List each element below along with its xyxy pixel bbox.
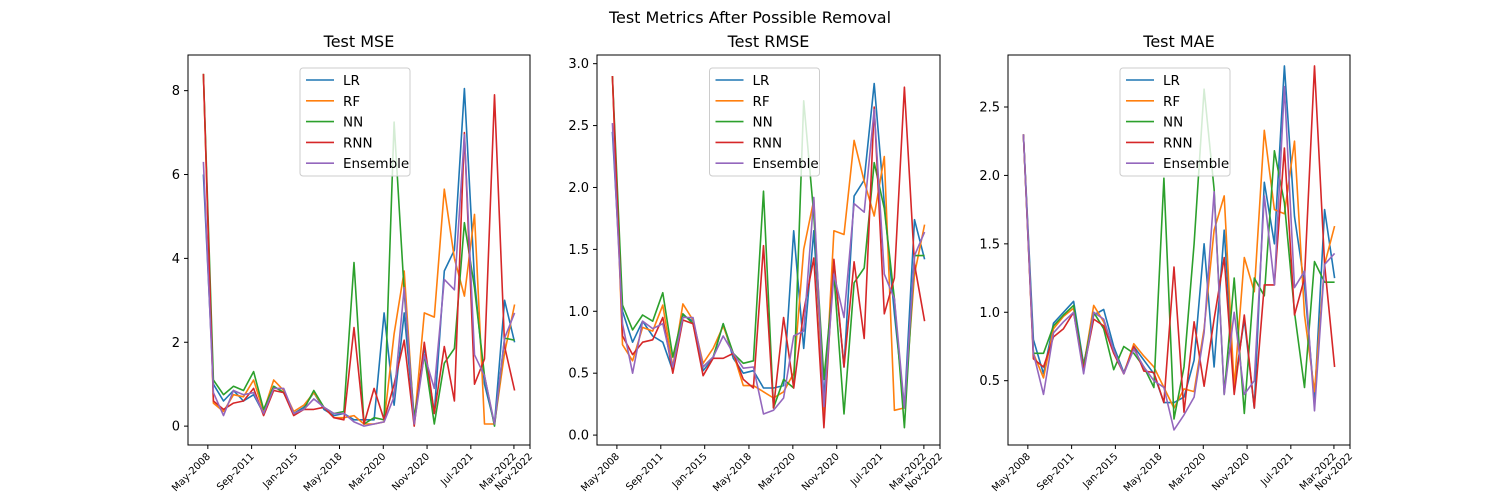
axes-frame [1007,54,1351,446]
x-tick-label: Mar-2020 [347,451,388,492]
legend: LR RF NN RNN Ensemble [709,67,820,177]
x-tick-label: Nov-2020 [1210,451,1252,493]
legend-label: RF [753,94,770,110]
x-tick-label: Mar-2020 [1167,451,1208,492]
x-tick-label: Sep-2011 [1035,451,1077,493]
y-tick-label: 6 [172,168,180,183]
y-tick-label: 8 [172,84,180,99]
y-tick-label: 2.5 [979,101,1000,116]
series-line-rf [202,73,516,425]
y-tick-label: 1.0 [979,306,1000,321]
y-tick-label: 2 [172,336,180,351]
legend-label: LR [343,73,360,89]
y-tick-label: 2.0 [979,169,1000,184]
subplot-title: Test RMSE [727,32,810,51]
legend-label: RNN [343,135,373,151]
y-tick-label: 0.0 [568,429,589,444]
series-line-lr [611,82,926,409]
series-line-rf [611,75,926,422]
x-tick-label: Mar-2020 [757,451,798,492]
x-tick-label: Sep-2011 [624,451,666,493]
legend-label: LR [1163,73,1180,89]
axes-frame [187,54,531,446]
x-tick-label: May-2018 [1122,451,1165,494]
legend-label: NN [343,115,363,131]
legend-box [1119,67,1231,177]
x-tick-label: Nov-2020 [390,451,432,493]
x-tick-label: May-2008 [990,451,1033,494]
x-tick-label: Jul-2021 [848,451,886,489]
x-tick-label: May-2018 [302,451,345,494]
subplot-2: Test RMSE 0.0 0.5 1.0 1.5 2.0 2.5 3.0 May-2008 Se… [568,32,945,494]
series-line-ensemble [1022,85,1336,431]
y-tick-label: 1.5 [979,237,1000,252]
series-line-ensemble [202,133,516,427]
y-tick-label: 0.5 [979,374,1000,389]
y-tick-label: 0 [172,420,180,435]
x-tick-label: Jan-2015 [1081,451,1121,491]
legend-label: NN [753,115,773,131]
series-line-ensemble [611,108,926,415]
y-tick-label: 2.0 [568,181,589,196]
legend-label: Ensemble [753,156,819,172]
y-tick-label: 2.5 [568,119,589,134]
y-tick-label: 4 [172,252,180,267]
x-tick-label: Nov-2020 [800,451,842,493]
series-line-nn [1022,88,1335,420]
legend-label: RF [343,94,360,110]
x-tick-label: May-2018 [711,451,754,494]
series-line-nn [202,73,515,427]
x-tick-label: Jul-2021 [1258,451,1296,489]
legend-label: LR [753,73,770,89]
series-line-rnn [611,75,926,429]
y-tick-label: 0.5 [568,367,589,382]
legend-label: RNN [1163,135,1193,151]
x-tick-label: Jan-2015 [670,451,710,491]
y-tick-label: 1.0 [568,305,589,320]
y-tick-label: 3.0 [568,57,589,72]
subplot-1: Test MSE 0 2 4 6 8 May-2008 Sep-2011 Jan-2015 May… [170,32,535,494]
legend-label: Ensemble [1163,156,1229,172]
legend: LR RF NN RNN Ensemble [299,67,411,177]
axes-frame [596,54,941,446]
x-tick-label: Sep-2011 [215,451,257,493]
legend: LR RF NN RNN Ensemble [1119,67,1231,177]
legend-label: Ensemble [343,156,409,172]
legend-box [299,67,411,177]
figure-title: Test Metrics After Possible Removal [608,8,891,27]
x-tick-label: Jul-2021 [438,451,476,489]
series-line-rnn [202,73,516,427]
x-tick-label: May-2008 [170,451,213,494]
legend-label: RNN [753,135,783,151]
legend-label: NN [1163,115,1183,131]
series-line-nn [611,75,925,429]
legend-label: RF [1163,94,1180,110]
x-tick-label: May-2008 [579,451,622,494]
subplot-title: Test MSE [323,32,395,51]
subplot-title: Test MAE [1142,32,1214,51]
legend-box [709,67,820,177]
x-tick-label: Jan-2015 [261,451,301,491]
y-tick-label: 1.5 [568,243,589,258]
